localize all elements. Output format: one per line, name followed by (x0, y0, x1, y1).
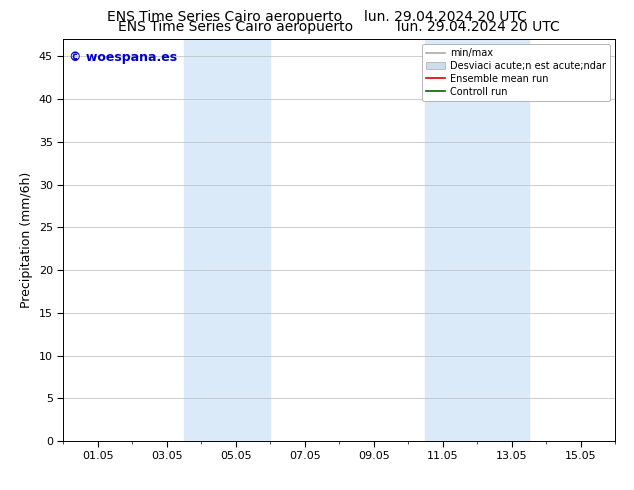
Text: © woespana.es: © woespana.es (69, 51, 177, 64)
Y-axis label: Precipitation (mm/6h): Precipitation (mm/6h) (20, 172, 34, 308)
Bar (425, 39, 529, 441)
Text: ENS Time Series Cairo aeropuerto     lun. 29.04.2024 20 UTC: ENS Time Series Cairo aeropuerto lun. 29… (107, 10, 527, 24)
Title: ENS Time Series Cairo aeropuerto          lun. 29.04.2024 20 UTC: ENS Time Series Cairo aeropuerto lun. 29… (119, 20, 560, 34)
Bar (184, 39, 270, 441)
Legend: min/max, Desviaci acute;n est acute;ndar, Ensemble mean run, Controll run: min/max, Desviaci acute;n est acute;ndar… (422, 44, 610, 100)
